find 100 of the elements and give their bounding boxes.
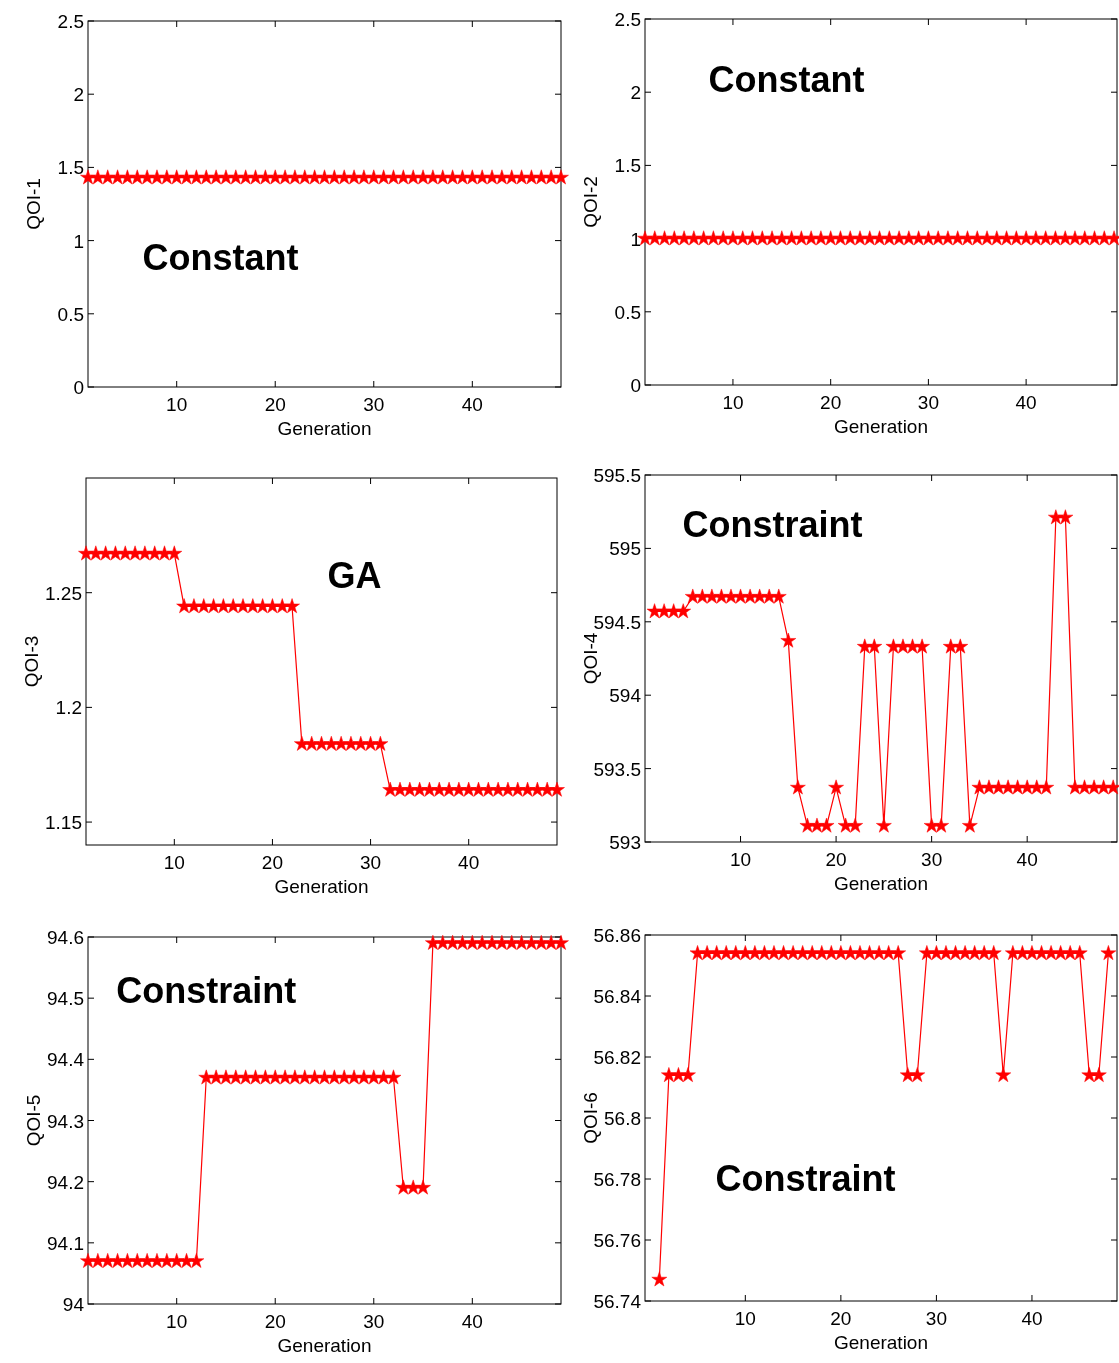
point xyxy=(1091,1067,1107,1082)
x-tick-label: 10 xyxy=(729,849,752,870)
annotation: Constant xyxy=(708,59,865,101)
x-tick-label: 10 xyxy=(734,1308,756,1329)
point xyxy=(1057,509,1074,525)
x-axis-title: Generation xyxy=(833,1332,929,1353)
y-tick-label: 1 xyxy=(630,228,641,250)
point xyxy=(539,781,555,797)
x-tick-label: 20 xyxy=(830,1308,852,1329)
point xyxy=(323,735,340,751)
point xyxy=(761,588,777,604)
point xyxy=(474,934,490,950)
annotation: Constraint xyxy=(682,504,863,546)
point xyxy=(454,934,471,950)
point xyxy=(847,817,863,833)
y-tick-label: 56.82 xyxy=(593,1047,641,1068)
y-tick-label: 56.86 xyxy=(593,925,641,946)
annotation: Constraint xyxy=(715,1158,896,1200)
point xyxy=(962,817,978,833)
y-tick-label: 0 xyxy=(630,375,641,396)
x-tick-label: 10 xyxy=(166,1311,188,1332)
y-tick-label: 2 xyxy=(73,84,84,106)
annotation: Constraint xyxy=(116,970,297,1012)
point xyxy=(952,638,969,654)
point xyxy=(933,817,949,833)
y-tick-label: 56.74 xyxy=(593,1291,642,1312)
point xyxy=(119,1253,136,1268)
y-tick-label: 0 xyxy=(73,377,84,398)
point xyxy=(405,1179,421,1195)
point xyxy=(995,1067,1012,1082)
x-tick-label: 30 xyxy=(359,852,382,873)
x-tick-label: 20 xyxy=(264,394,286,415)
x-tick-label: 30 xyxy=(921,849,943,870)
x-tick-label: 40 xyxy=(1021,1308,1043,1329)
x-tick-label: 30 xyxy=(363,394,385,415)
y-tick-label: 595 xyxy=(609,538,641,560)
y-axis-title: QOI-3 xyxy=(21,635,42,688)
y-tick-label: 593.5 xyxy=(593,758,641,780)
y-tick-label: 595.5 xyxy=(593,465,641,486)
x-tick-label: 10 xyxy=(166,394,188,415)
point xyxy=(549,781,565,797)
point xyxy=(523,934,540,950)
point xyxy=(675,603,691,619)
y-tick-label: 94 xyxy=(62,1294,85,1315)
x-tick-label: 10 xyxy=(722,392,744,413)
point xyxy=(876,817,892,833)
y-tick-label: 94.6 xyxy=(47,927,84,948)
y-tick-label: 1.15 xyxy=(45,812,82,834)
point xyxy=(188,1253,205,1268)
x-tick-label: 20 xyxy=(264,1311,286,1332)
point xyxy=(392,781,408,797)
y-tick-label: 2.5 xyxy=(614,9,641,30)
y-axis-title: QOI-6 xyxy=(580,1092,601,1144)
point xyxy=(533,934,550,950)
x-tick-label: 10 xyxy=(163,852,185,873)
point xyxy=(441,781,457,797)
point xyxy=(790,779,806,795)
point xyxy=(680,1067,696,1082)
y-tick-label: 1.25 xyxy=(45,582,82,604)
y-tick-label: 94.2 xyxy=(47,1171,84,1193)
point xyxy=(415,1179,431,1195)
y-axis-title: QOI-4 xyxy=(580,632,601,685)
y-tick-label: 593 xyxy=(609,832,641,853)
point xyxy=(890,945,906,960)
x-tick-label: 20 xyxy=(261,852,284,873)
point xyxy=(828,779,844,795)
x-tick-label: 40 xyxy=(461,394,483,415)
y-tick-label: 94.1 xyxy=(47,1232,84,1254)
y-tick-label: 94.4 xyxy=(47,1049,85,1071)
point xyxy=(914,638,930,654)
y-tick-label: 1.5 xyxy=(614,155,641,177)
y-tick-label: 1.2 xyxy=(55,697,82,719)
point xyxy=(480,781,497,797)
point xyxy=(431,781,448,797)
y-tick-label: 94.5 xyxy=(47,988,84,1010)
point xyxy=(543,934,559,950)
y-axis-title: QOI-1 xyxy=(23,178,44,230)
x-axis-title: Generation xyxy=(277,418,372,439)
x-tick-label: 20 xyxy=(820,392,842,413)
point xyxy=(1071,945,1088,960)
y-tick-label: 0.5 xyxy=(57,303,84,325)
y-tick-label: 56.78 xyxy=(593,1169,641,1190)
point xyxy=(313,735,330,751)
x-tick-label: 40 xyxy=(1015,392,1037,413)
point xyxy=(464,934,481,950)
x-tick-label: 40 xyxy=(461,1311,483,1332)
point xyxy=(742,588,758,604)
annotation: GA xyxy=(327,555,382,597)
point xyxy=(685,588,701,604)
y-axis-title: QOI-2 xyxy=(580,176,601,228)
point xyxy=(553,934,569,950)
x-tick-label: 40 xyxy=(458,852,480,873)
x-tick-label: 30 xyxy=(925,1308,947,1329)
point xyxy=(771,588,787,604)
y-tick-label: 1.5 xyxy=(57,157,84,179)
annotation: Constant xyxy=(142,236,299,278)
point xyxy=(651,1271,668,1287)
point xyxy=(372,735,389,751)
x-tick-label: 30 xyxy=(917,392,939,413)
y-tick-label: 56.8 xyxy=(604,1108,641,1129)
